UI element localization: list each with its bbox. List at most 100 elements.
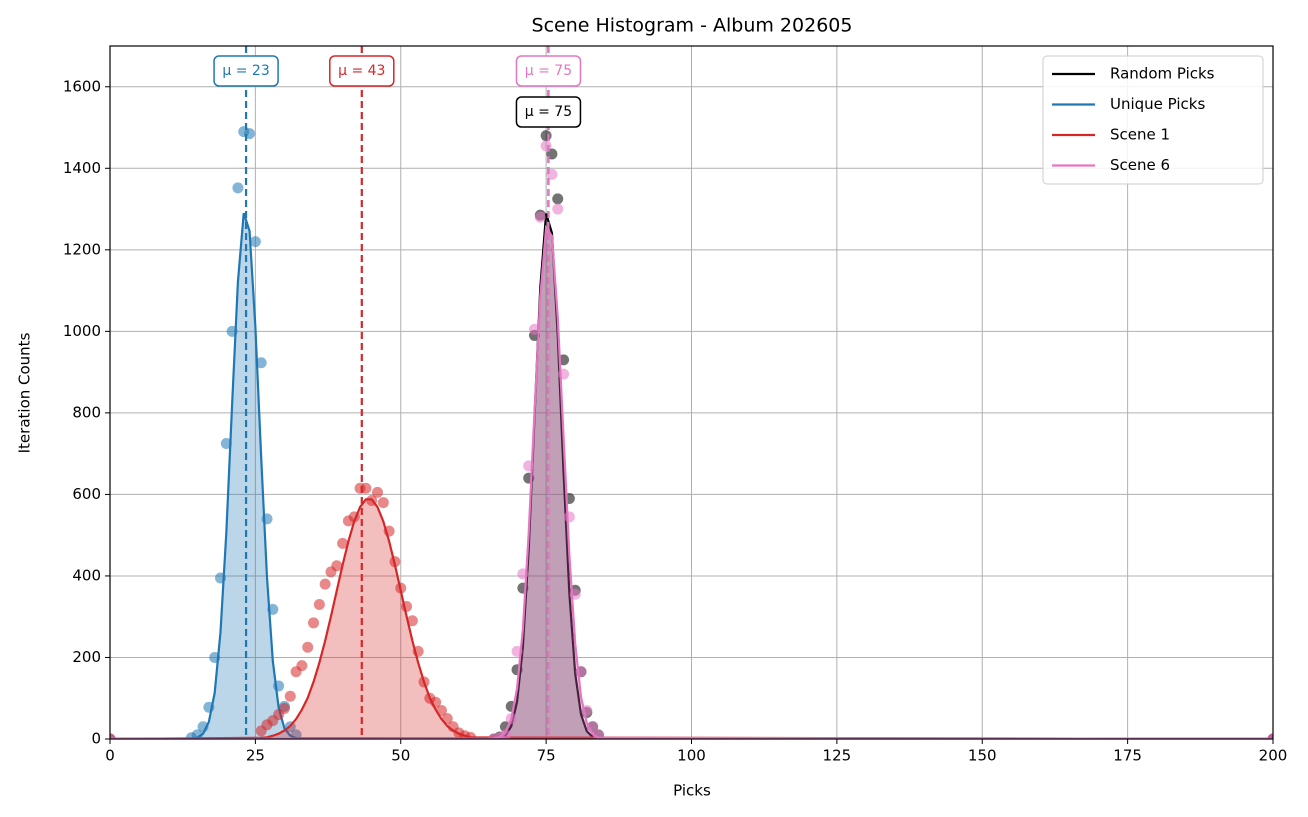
- point: [563, 511, 575, 523]
- point: [220, 437, 232, 449]
- point: [523, 460, 535, 472]
- point: [313, 598, 325, 610]
- y-axis-label: Iteration Counts: [16, 332, 34, 453]
- point: [499, 729, 511, 739]
- x-axis-label: Picks: [673, 782, 711, 800]
- point: [406, 615, 418, 627]
- point: [273, 680, 285, 692]
- point: [290, 729, 302, 739]
- mean-labels: μ = 75 μ = 43 μ = 23 μ = 75: [213, 55, 582, 128]
- point: [197, 721, 209, 733]
- point: [232, 182, 244, 194]
- y-tick-label: 1400: [63, 159, 101, 177]
- y-tick-label: 1200: [63, 240, 101, 258]
- x-tick-label: 175: [1113, 747, 1142, 765]
- x-tick-label: 150: [968, 747, 997, 765]
- mean-label: μ = 23: [222, 63, 269, 79]
- point: [383, 525, 395, 537]
- point: [534, 211, 546, 223]
- point: [528, 323, 540, 335]
- y-tick-label: 1600: [63, 77, 101, 95]
- point: [226, 325, 238, 337]
- mean-label-box: [515, 96, 582, 128]
- point: [575, 666, 587, 678]
- x-tick-label: 75: [537, 747, 556, 765]
- point: [308, 617, 320, 629]
- point: [337, 537, 349, 549]
- grid: [109, 46, 1274, 740]
- point: [1267, 733, 1273, 739]
- mean-label-box: [515, 55, 582, 87]
- point: [465, 731, 477, 739]
- chart-title: Scene Histogram - Album 202605: [532, 15, 853, 37]
- x-tick-label: 0: [105, 747, 115, 765]
- point: [581, 704, 593, 716]
- point: [284, 690, 296, 702]
- x-tick-label: 25: [246, 747, 265, 765]
- point: [511, 645, 523, 657]
- point: [377, 497, 389, 509]
- point: [302, 641, 314, 653]
- legend: Random Picks Unique Picks Scene 1 Scene 6: [1042, 55, 1264, 185]
- point: [540, 140, 552, 152]
- point: [517, 568, 529, 580]
- y-tick-label: 1000: [63, 322, 101, 340]
- point: [540, 130, 552, 142]
- point: [267, 603, 279, 615]
- point: [255, 357, 267, 369]
- x-tick-label: 100: [677, 747, 706, 765]
- point: [569, 588, 581, 600]
- point: [552, 203, 564, 215]
- point: [214, 572, 226, 584]
- point: [430, 696, 442, 708]
- point: [505, 713, 517, 725]
- legend-label: Scene 6: [1110, 156, 1170, 174]
- y-tick-label: 600: [72, 485, 101, 503]
- mean-label: μ = 43: [338, 63, 385, 79]
- point: [435, 704, 447, 716]
- plot-area: [110, 46, 1273, 739]
- point: [592, 729, 604, 739]
- point: [261, 513, 273, 525]
- point: [558, 368, 570, 380]
- axes: 0 25 50 75 100 125 150 175 200 0 200 400 600 800 1000 1…: [63, 77, 1288, 764]
- y-tick-label: 200: [72, 648, 101, 666]
- point: [191, 729, 203, 739]
- point: [552, 193, 564, 205]
- point: [331, 560, 343, 572]
- y-tick-label: 0: [91, 730, 101, 748]
- point: [366, 495, 378, 507]
- point: [389, 556, 401, 568]
- point: [412, 645, 424, 657]
- point: [249, 236, 261, 248]
- y-tick-label: 800: [72, 403, 101, 421]
- area: [110, 213, 1273, 739]
- point: [348, 511, 360, 523]
- point: [209, 651, 221, 663]
- point: [278, 702, 290, 714]
- point: [371, 486, 383, 498]
- mean-label: μ = 75: [525, 104, 572, 120]
- point: [395, 582, 407, 594]
- x-tick-label: 125: [823, 747, 852, 765]
- mean-label: μ = 75: [525, 63, 572, 79]
- point: [360, 482, 372, 494]
- y-tick-label: 400: [72, 566, 101, 584]
- legend-label: Random Picks: [1110, 65, 1215, 83]
- point: [587, 721, 599, 733]
- point: [418, 676, 430, 688]
- point: [296, 660, 308, 672]
- point: [319, 578, 331, 590]
- x-tick-label: 50: [391, 747, 410, 765]
- point: [203, 701, 215, 713]
- area: [110, 499, 1273, 739]
- legend-label: Unique Picks: [1110, 95, 1205, 113]
- point: [401, 601, 413, 613]
- mean-label-box: [213, 55, 279, 87]
- legend-box: [1042, 55, 1264, 185]
- point: [441, 713, 453, 725]
- legend-label: Scene 1: [1110, 126, 1170, 144]
- fit-line: [110, 498, 1273, 739]
- point: [110, 733, 116, 739]
